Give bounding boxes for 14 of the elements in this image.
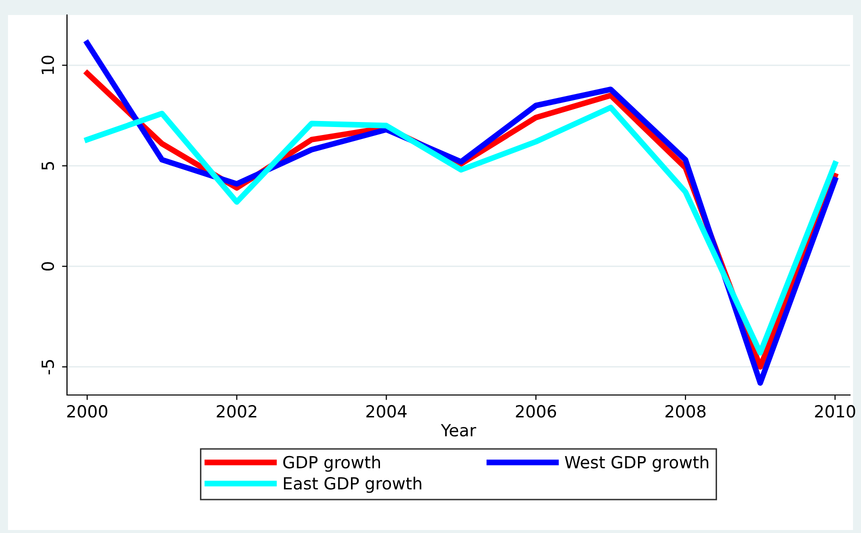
x-tick-label: 2004 [366, 405, 407, 418]
legend-label: West GDP growth [564, 456, 708, 472]
x-axis-title: Year [440, 424, 476, 437]
y-tick-label: -5 [42, 360, 54, 374]
x-tick-label: 2008 [665, 405, 706, 418]
legend-label: GDP growth [283, 456, 380, 472]
x-tick-label: 2010 [815, 405, 856, 418]
x-tick-label: 2002 [216, 405, 256, 418]
y-tick-label: 0 [41, 262, 54, 271]
y-tick-label: 5 [42, 162, 54, 170]
legend-label: East GDP growth [284, 476, 422, 493]
y-tick-label: 10 [41, 56, 54, 74]
x-tick-label: 2000 [67, 405, 108, 418]
x-tick-label: 2006 [516, 405, 556, 418]
